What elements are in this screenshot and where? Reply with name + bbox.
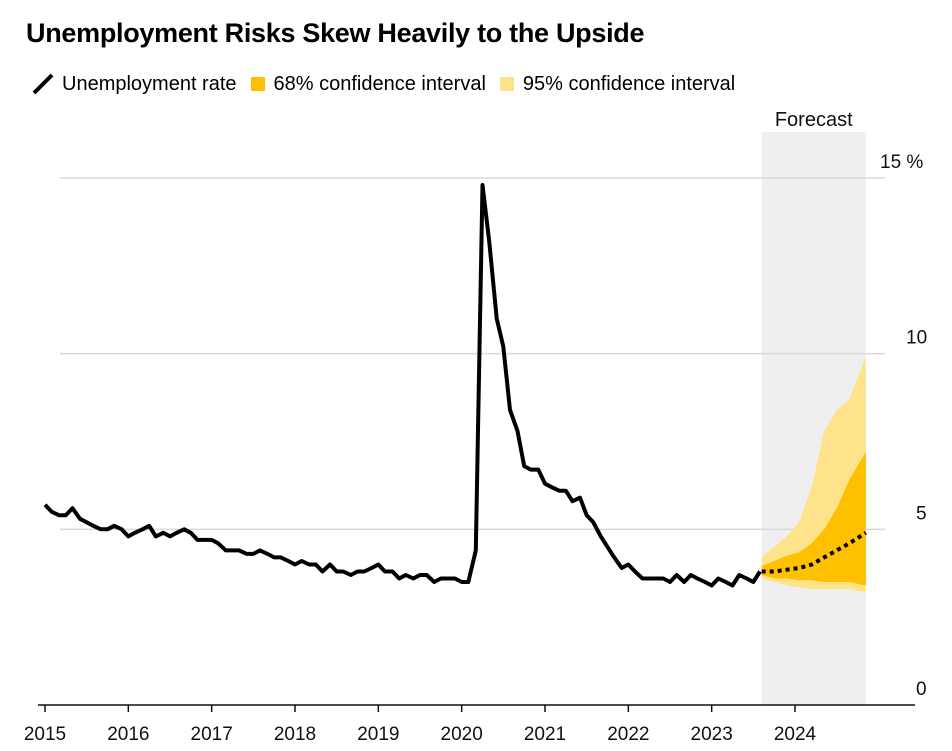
legend-swatch-68-ci — [250, 77, 265, 91]
x-tick-label-2023: 2023 — [691, 724, 733, 745]
y-tick-label-15: 15 % — [880, 152, 923, 173]
legend-swatch-95-ci — [499, 77, 514, 91]
x-tick-label-2016: 2016 — [107, 724, 149, 745]
x-tick-label-2024: 2024 — [774, 724, 817, 745]
legend-label-68-ci: 68% confidence interval — [273, 72, 486, 95]
x-tick-label-2018: 2018 — [274, 724, 316, 745]
x-tick-label-2017: 2017 — [191, 724, 233, 745]
chart-title: Unemployment Risks Skew Heavily to the U… — [26, 18, 645, 48]
legend: Unemployment rate 68% confidence interva… — [32, 70, 749, 98]
legend-label-95-ci: 95% confidence interval — [522, 72, 736, 95]
series-unemployment-rate — [43, 183, 762, 588]
y-tick-label-5: 5 — [916, 503, 927, 524]
series-forecast — [761, 531, 867, 574]
x-tick-label-2022: 2022 — [607, 724, 649, 745]
legend-item-95-ci: 95% confidence interval — [499, 72, 736, 96]
y-tick-label-10: 10 — [906, 328, 927, 349]
y-tick-label-0: 0 — [916, 679, 927, 700]
legend-item-68-ci: 68% confidence interval — [250, 72, 486, 96]
x-tick-label-2020: 2020 — [441, 724, 483, 745]
legend-label-unemployment-rate: Unemployment rate — [62, 72, 237, 95]
legend-item-unemployment-rate: Unemployment rate — [32, 73, 237, 96]
x-tick-label-2015: 2015 — [24, 724, 66, 745]
forecast-label: Forecast — [775, 109, 853, 131]
band-68-ci — [761, 452, 866, 586]
x-tick-label-2021: 2021 — [524, 724, 566, 745]
legend-line-swatch — [32, 73, 54, 95]
x-tick-label-2019: 2019 — [357, 724, 399, 745]
